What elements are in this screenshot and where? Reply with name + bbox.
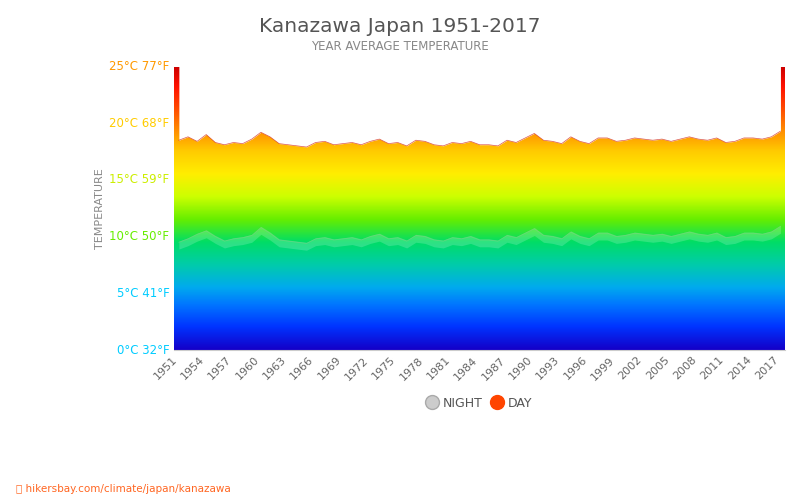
Text: Kanazawa Japan 1951-2017: Kanazawa Japan 1951-2017 [259,18,541,36]
Text: 10°C 50°F: 10°C 50°F [110,230,170,243]
Text: 📍 hikersbay.com/climate/japan/kanazawa: 📍 hikersbay.com/climate/japan/kanazawa [16,484,230,494]
Text: 25°C 77°F: 25°C 77°F [109,60,170,73]
Legend: NIGHT, DAY: NIGHT, DAY [422,392,537,414]
Y-axis label: TEMPERATURE: TEMPERATURE [95,168,105,248]
Text: 5°C 41°F: 5°C 41°F [117,287,170,300]
Text: 15°C 59°F: 15°C 59°F [110,174,170,186]
Text: YEAR AVERAGE TEMPERATURE: YEAR AVERAGE TEMPERATURE [311,40,489,53]
Text: 20°C 68°F: 20°C 68°F [110,116,170,130]
Text: 0°C 32°F: 0°C 32°F [117,344,170,356]
